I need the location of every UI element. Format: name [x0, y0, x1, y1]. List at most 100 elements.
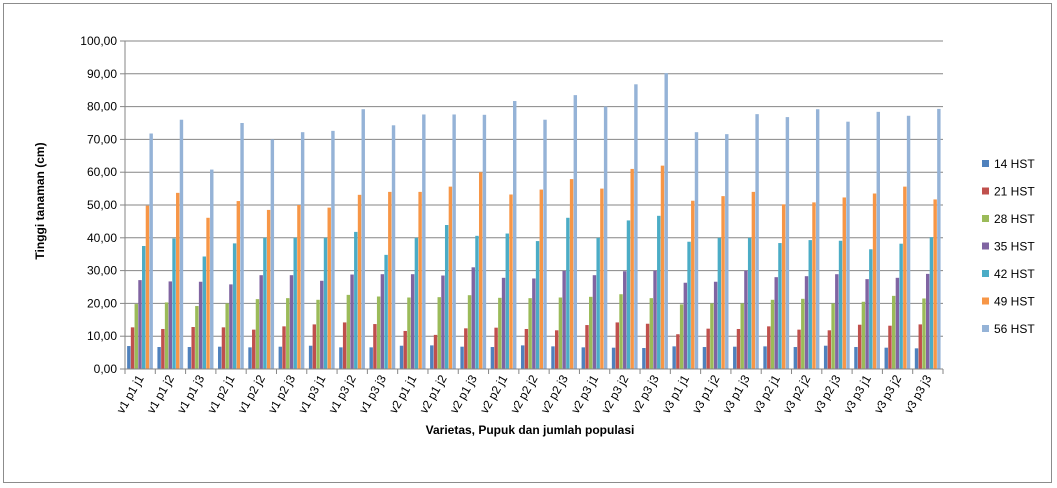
bar	[388, 191, 392, 369]
bar	[316, 299, 320, 369]
x-tick-label: v2 p2 j3	[538, 372, 571, 416]
bar	[683, 282, 688, 369]
bar	[717, 237, 722, 369]
bar	[149, 133, 153, 369]
bar	[702, 347, 707, 369]
bar	[475, 235, 479, 369]
bar	[925, 273, 930, 369]
bar	[626, 220, 631, 369]
bar	[524, 328, 529, 369]
bar	[823, 345, 828, 369]
bar	[899, 243, 903, 369]
x-tick-label: v2 p1 j3	[447, 372, 480, 416]
bar	[861, 301, 866, 369]
bar	[354, 231, 358, 369]
bar	[176, 192, 180, 369]
bar	[918, 324, 922, 369]
bar	[164, 302, 169, 369]
bar	[498, 297, 502, 369]
bar	[323, 237, 328, 369]
bar	[660, 165, 665, 369]
legend: 14 HST 21 HST 28 HST 35 HST 42 HST 49 HST 56 H…	[982, 157, 1035, 336]
x-tick-label: v2 p3 j2	[598, 372, 631, 416]
bar	[198, 281, 203, 369]
bar	[127, 346, 131, 369]
bar	[767, 326, 771, 369]
bar	[414, 237, 419, 369]
bar	[721, 196, 725, 369]
bar	[286, 298, 290, 369]
bar	[657, 215, 661, 369]
bar	[592, 275, 597, 369]
bar	[895, 277, 900, 369]
bar	[161, 328, 165, 369]
bar	[293, 237, 297, 369]
bar	[781, 204, 786, 369]
bar	[630, 168, 634, 369]
bar	[649, 298, 654, 369]
y-tick-label: 30,00	[87, 264, 117, 278]
bar	[308, 345, 313, 369]
legend-swatch	[982, 215, 989, 222]
bar	[221, 327, 226, 369]
bar	[770, 299, 775, 369]
bar	[225, 303, 229, 369]
bar	[869, 249, 873, 369]
x-tick-label: v1 p3 j1	[295, 372, 328, 416]
bar	[248, 347, 252, 369]
bar	[744, 270, 748, 369]
bar	[903, 186, 907, 369]
y-tick-label: 40,00	[87, 231, 117, 245]
bar	[835, 274, 839, 369]
y-axis-title: Tinggi tanaman (cm)	[33, 142, 47, 259]
x-tick-label: v1 p2 j1	[204, 372, 237, 416]
x-tick-label: v1 p3 j2	[326, 372, 359, 416]
bar	[528, 298, 532, 369]
bar	[812, 202, 816, 369]
bar	[482, 114, 487, 369]
legend-label: 42 HST	[994, 267, 1035, 281]
bar	[464, 328, 468, 369]
x-tick-label: v3 p1 j3	[720, 372, 753, 416]
x-tick-label: v3 p1 j1	[659, 372, 692, 416]
bar	[778, 243, 782, 369]
legend-swatch	[982, 187, 989, 195]
bar	[854, 347, 858, 369]
bar	[906, 115, 911, 369]
bar	[331, 130, 335, 369]
x-tick-label: v1 p3 j3	[356, 372, 389, 416]
bar	[672, 346, 676, 369]
bar	[566, 217, 570, 369]
bar	[452, 114, 456, 369]
bar	[694, 132, 699, 369]
bar	[407, 297, 411, 369]
x-tick-label: v3 p3 j2	[871, 372, 904, 416]
bar	[380, 274, 385, 369]
bar	[831, 303, 835, 369]
y-tick-label: 0,00	[94, 362, 118, 376]
bar	[535, 241, 540, 369]
bar	[509, 194, 513, 369]
bar	[346, 294, 351, 369]
bar	[619, 294, 623, 369]
bar	[865, 279, 869, 369]
bar	[218, 346, 222, 369]
bar	[532, 278, 536, 369]
bar	[615, 322, 619, 369]
y-tick-label: 100,00	[80, 34, 117, 48]
bar	[448, 186, 453, 369]
bar	[266, 209, 271, 369]
bar	[403, 330, 407, 369]
bar	[444, 225, 449, 369]
bar	[891, 295, 896, 369]
bar	[168, 281, 172, 369]
bar	[713, 281, 718, 369]
bar	[430, 345, 434, 369]
legend-label: 49 HST	[994, 295, 1035, 309]
bar	[585, 325, 589, 369]
bar	[687, 241, 691, 369]
y-tick-label: 60,00	[87, 165, 117, 179]
bar	[505, 233, 509, 369]
bar	[747, 237, 752, 369]
